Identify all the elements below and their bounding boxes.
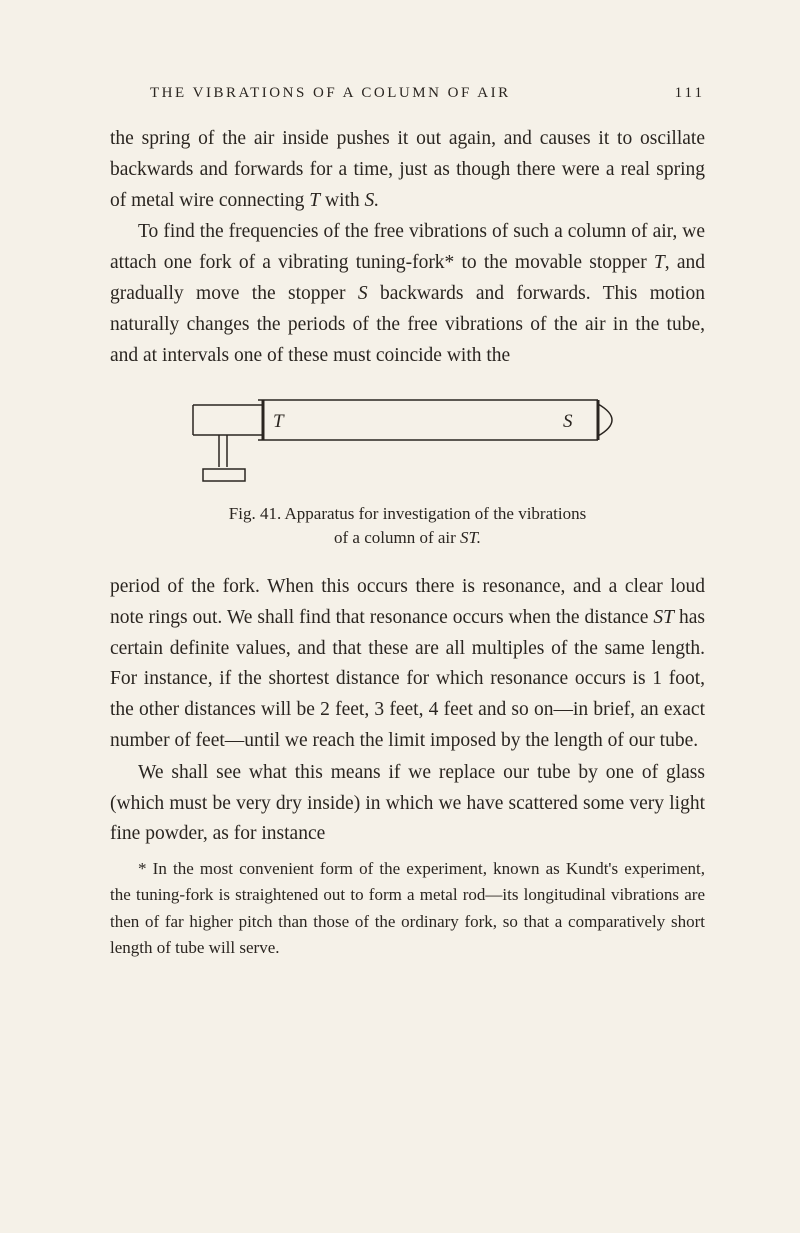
fn-t1: * In the most convenient form of the exp… (110, 859, 705, 957)
paragraph-1: the spring of the air inside pushes it o… (110, 124, 705, 216)
cap-t1: Fig. 41. Apparatus for investigation of … (229, 504, 586, 523)
cap-i1: ST. (460, 528, 481, 547)
page-header: THE VIBRATIONS OF A COLUMN OF AIR 111 (110, 85, 705, 102)
header-title: THE VIBRATIONS OF A COLUMN OF AIR (150, 85, 511, 102)
svg-text:S: S (563, 411, 573, 432)
footnote: * In the most convenient form of the exp… (110, 856, 705, 961)
p1-t1: the spring of the air inside pushes it o… (110, 128, 705, 211)
svg-text:T: T (273, 411, 285, 432)
p4-t1: We shall see what this means if we repla… (110, 762, 705, 845)
diagram-svg: TS (173, 395, 643, 490)
p3-t1: period of the fork. When this occurs the… (110, 576, 705, 628)
p2-t1: To find the frequencies of the free vibr… (110, 221, 705, 273)
figure-caption: Fig. 41. Apparatus for investigation of … (110, 502, 705, 550)
p3-i1: ST (653, 607, 674, 628)
cap-t2: of a column of air (334, 528, 460, 547)
p2-i2: S (358, 283, 368, 304)
body-content: the spring of the air inside pushes it o… (110, 124, 705, 962)
p3-t2: has certain definite values, and that th… (110, 607, 705, 751)
p1-i1: T (309, 190, 320, 211)
figure-41: TS (110, 395, 705, 490)
p1-t2: with (320, 190, 364, 211)
page-number: 111 (675, 85, 705, 102)
paragraph-4: We shall see what this means if we repla… (110, 758, 705, 850)
p1-i2: S. (365, 190, 380, 211)
paragraph-2: To find the frequencies of the free vibr… (110, 217, 705, 371)
p2-i1: T (654, 252, 665, 273)
paragraph-3: period of the fork. When this occurs the… (110, 572, 705, 757)
